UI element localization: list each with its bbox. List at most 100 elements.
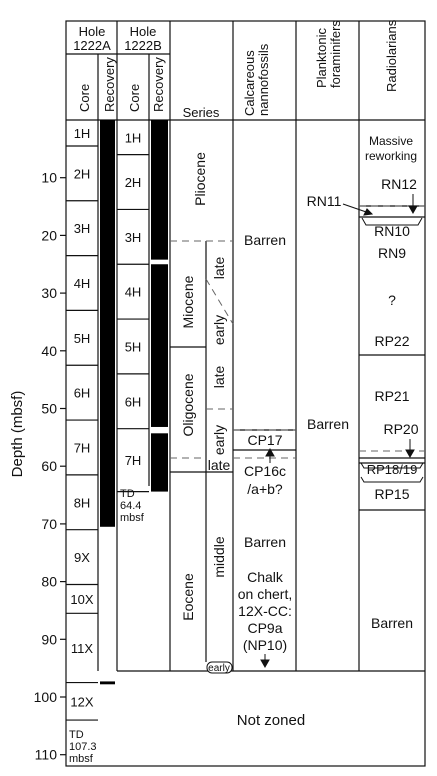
eocene-middle: middle (211, 536, 227, 577)
rn10-bracket (361, 217, 423, 226)
rads-rp15: RP15 (374, 486, 409, 502)
miocene-late: late (211, 257, 227, 280)
hole-b-core-label-2H: 2H (125, 175, 142, 190)
depth-tick-label-80: 80 (41, 574, 57, 590)
rads-barren: Barren (371, 615, 413, 631)
hole-a-recovery-bar-0 (100, 120, 115, 527)
depth-tick-label-60: 60 (41, 458, 57, 474)
rads-rn12: RN12 (381, 176, 417, 192)
rads-rp21: RP21 (374, 388, 409, 404)
header-core-b: Core (127, 84, 142, 112)
oligocene-late: late (211, 366, 227, 389)
hole-b-recovery-bar-1 (151, 264, 168, 427)
rp1819-bracket (360, 462, 424, 469)
hole-a-core-label-5H: 5H (74, 331, 91, 346)
not-zoned-label: Not zoned (237, 712, 305, 729)
nanno-chalk-2: on chert, (238, 586, 292, 602)
forams-labels: Barren RN11 (307, 193, 349, 432)
depth-tick-label-30: 30 (41, 285, 57, 301)
series-pliocene: Pliocene (192, 152, 208, 206)
nanno-barren-top: Barren (244, 232, 286, 248)
nanno-chalk-4: CP9a (247, 620, 282, 636)
hole-a-core-label-12X: 12X (70, 694, 93, 709)
td-b-3: mbsf (120, 512, 145, 524)
header-recovery-b: Recovery (151, 57, 166, 112)
eocene-late: late (208, 457, 231, 473)
td-labels: TD 64.4 mbsf TD 107.3 mbsf (69, 488, 145, 765)
hole-a-core-label-9X: 9X (74, 550, 90, 565)
eocene-early-box (206, 661, 233, 674)
depth-axis: Depth (mbsf) 10 20 30 40 50 60 70 80 90 100 110 (9, 170, 66, 763)
depth-tick-label-20: 20 (41, 227, 57, 243)
depth-tick-label-70: 70 (41, 516, 57, 532)
hole-b-core-label-7H: 7H (125, 453, 142, 468)
header: Hole 1222A Hole 1222B Core Recovery Core… (73, 19, 399, 120)
series-oligocene: Oligocene (180, 373, 196, 436)
nanno-labels: Barren CP17 CP16c /a+b? Barren Chalk on … (238, 232, 292, 653)
header-radiolarians: Radiolarians (384, 19, 399, 92)
header-forams-1: Planktonic (314, 28, 329, 88)
hole-a-core-label-4H: 4H (74, 276, 91, 291)
forams-barren: Barren (307, 416, 349, 432)
depth-tick-label-50: 50 (41, 401, 57, 417)
rads-labels: Massive reworking RN12 RN10 RN9 ? RP22 R… (365, 134, 419, 631)
hole-a-core-label-6H: 6H (74, 386, 91, 401)
td-a-1: TD (69, 729, 84, 741)
hole-b-recovery-bar-0 (151, 120, 168, 260)
depth-tick-label-100: 100 (34, 689, 58, 705)
rads-massive-2: reworking (365, 149, 417, 163)
td-a-3: mbsf (69, 753, 94, 765)
nanno-cp17: CP17 (247, 432, 282, 448)
cp16-arrow-head (265, 447, 275, 457)
hole-a-core-label-2H: 2H (74, 166, 91, 181)
header-recovery-a: Recovery (102, 57, 117, 112)
hole-b-core-label-5H: 5H (125, 339, 142, 354)
nanno-cp16c-2: /a+b? (247, 481, 283, 497)
rads-rn10: RN10 (374, 223, 410, 239)
rads-massive-1: Massive (369, 134, 413, 148)
rads-rp22: RP22 (374, 333, 409, 349)
rn11-arrow-head (363, 208, 374, 216)
hole-b-core-label-3H: 3H (125, 230, 142, 245)
td-b-1: TD (120, 488, 135, 500)
nanno-chalk-1: Chalk (247, 569, 284, 585)
miocene-early: early (211, 315, 227, 345)
rads-q: ? (388, 292, 396, 308)
miocene-late-early-diagonal (205, 278, 234, 325)
hole-a-core-label-1H: 1H (74, 126, 91, 141)
hole-a-core-label-7H: 7H (74, 440, 91, 455)
nanno-chalk-3: 12X-CC: (238, 603, 292, 619)
annotation-arrows (260, 194, 424, 669)
hole-a-number: 1222A (73, 38, 111, 53)
oligocene-early: early (211, 425, 227, 455)
rads-rp1819: RP18/19 (367, 462, 418, 477)
header-nanno-1: Calcareous (242, 50, 257, 116)
header-nanno-2: nannofossils (256, 43, 271, 116)
hole-b-recovery-bar-2 (151, 433, 168, 492)
outer-frame (65, 20, 426, 767)
td-a-2: 107.3 (69, 741, 97, 753)
hole-a-core-label-3H: 3H (74, 221, 91, 236)
hole-b-core-label-1H: 1H (125, 130, 142, 145)
hole-b-title: Hole (130, 24, 157, 39)
hole-a-core-label-10X: 10X (70, 592, 93, 607)
header-core-a: Core (77, 84, 92, 112)
series-eocene: Eocene (180, 573, 196, 621)
header-forams-2: foraminifers (328, 20, 343, 88)
rads-rp20: RP20 (383, 421, 418, 437)
series-labels: Pliocene Miocene Oligocene Eocene late e… (180, 152, 233, 674)
hole-a-recovery-bar-1 (100, 681, 115, 685)
depth-tick-label-90: 90 (41, 631, 57, 647)
header-series: Series (183, 105, 220, 120)
series-miocene: Miocene (180, 275, 196, 328)
nanno-chalk-5: (NP10) (243, 637, 287, 653)
td-b-2: 64.4 (120, 500, 141, 512)
grid-lines (65, 20, 426, 767)
hole-b-number: 1222B (124, 38, 162, 53)
depth-tick-label-40: 40 (41, 343, 57, 359)
forams-rn11: RN11 (307, 193, 342, 209)
depth-ticks: 10 20 30 40 50 60 70 80 90 100 110 (34, 170, 66, 763)
rp1819-bracket-bottom (360, 476, 424, 483)
hole-a-core-label-8H: 8H (74, 495, 91, 510)
